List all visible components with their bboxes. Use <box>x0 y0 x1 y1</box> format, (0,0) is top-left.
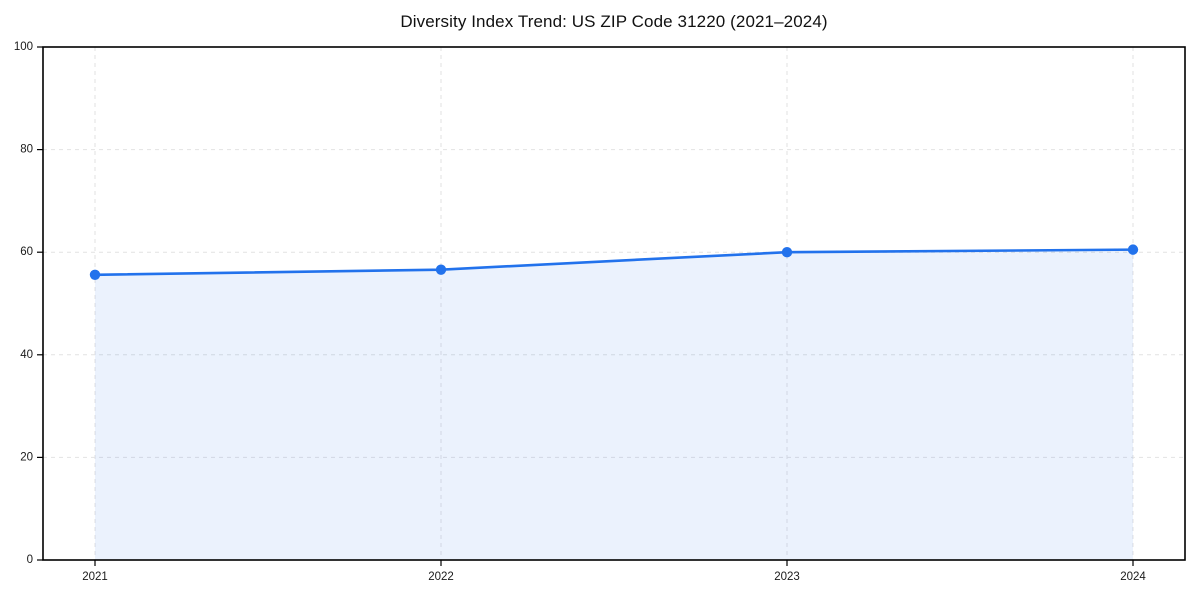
trend-line <box>93 248 1135 277</box>
x-tick-label-2021: 2021 <box>82 571 108 583</box>
plot-border <box>42 46 1186 561</box>
x-tick-label-2023: 2023 <box>774 571 800 583</box>
y-tick-label-60: 60 <box>20 246 33 258</box>
data-point-marker-2022 <box>435 264 447 275</box>
data-point-marker-2024 <box>1127 244 1139 255</box>
y-tick-label-0: 0 <box>27 554 33 566</box>
chart-title: Diversity Index Trend: US ZIP Code 31220… <box>400 12 828 31</box>
y-tick-label-20: 20 <box>20 451 33 463</box>
data-point-marker-2023 <box>781 247 793 258</box>
x-tick-label-2024: 2024 <box>1120 571 1146 583</box>
y-tick-label-40: 40 <box>20 349 33 361</box>
data-point-marker-2021 <box>89 269 101 280</box>
y-tick-label-80: 80 <box>20 144 33 156</box>
area-fill <box>95 249 1133 560</box>
y-tick-label-100: 100 <box>14 41 33 53</box>
x-tick-label-2022: 2022 <box>428 571 454 583</box>
